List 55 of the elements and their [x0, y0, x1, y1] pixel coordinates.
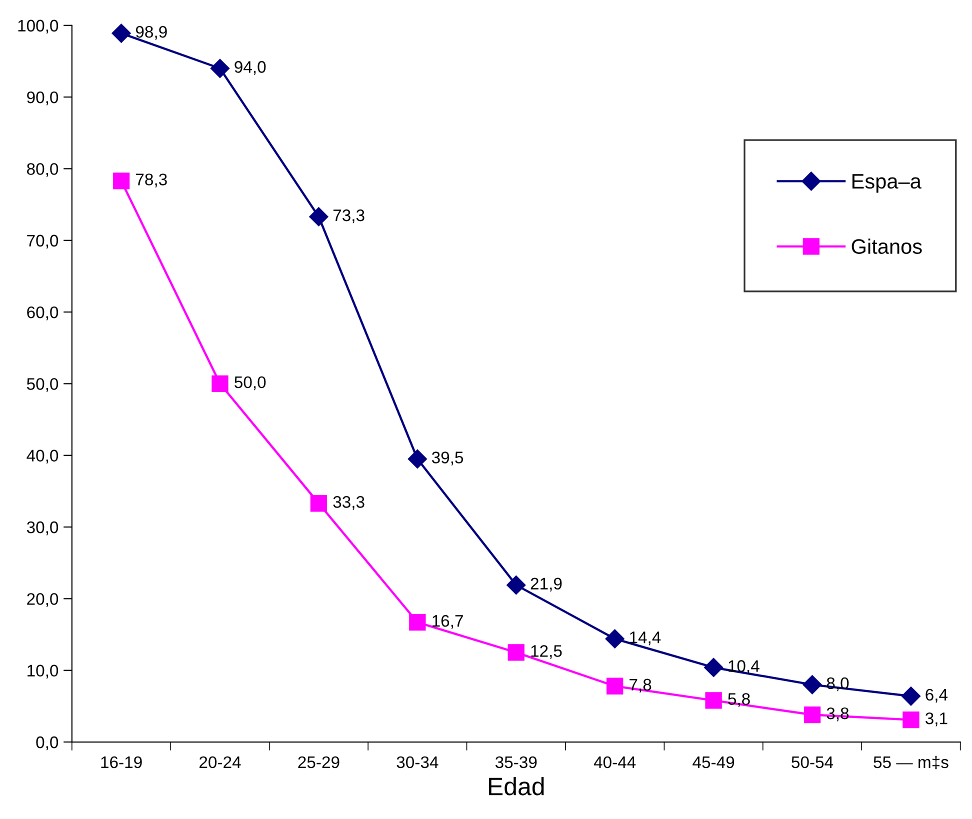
x-tick-label: 55 — m‡s [874, 756, 948, 770]
point [408, 449, 427, 468]
point [309, 207, 328, 226]
data-label: 6,4 [926, 688, 948, 703]
point [705, 692, 722, 709]
data-label: 21,9 [530, 578, 562, 592]
y-tick-label: 100,0 [18, 20, 58, 34]
point [804, 706, 821, 724]
data-label: 73,3 [333, 209, 364, 224]
point [409, 614, 426, 631]
y-tick-label: 70,0 [27, 234, 58, 249]
point [112, 172, 130, 190]
x-tick-label: 45-49 [692, 756, 734, 768]
data-label: 3,1 [926, 712, 948, 726]
x-tick-label: 25-29 [298, 756, 340, 768]
y-tick-label: 10,0 [28, 664, 58, 679]
data-label: 16,7 [432, 615, 463, 629]
y-tick-label: 30,0 [26, 521, 58, 536]
point [310, 495, 328, 512]
point [902, 711, 920, 728]
point [508, 644, 524, 661]
point [704, 658, 724, 678]
data-label: 39,5 [432, 452, 464, 466]
x-tick-label: 20-24 [200, 756, 241, 768]
data-label: 10,4 [728, 660, 760, 674]
y-tick-label: 80,0 [27, 163, 58, 177]
y-tick-label: 0,0 [36, 736, 58, 750]
data-label: 98,9 [136, 26, 167, 40]
point [901, 686, 921, 706]
legend-label: Gitanos [852, 238, 922, 254]
y-tick-label: 90,0 [27, 91, 58, 106]
data-label: 14,4 [630, 632, 661, 646]
point [210, 58, 230, 78]
x-tick-label: 16-19 [101, 756, 142, 768]
x-tick-label: 30-34 [396, 756, 438, 768]
x-tick-label: 40-44 [594, 756, 636, 768]
point [506, 576, 526, 595]
point [112, 24, 131, 43]
x-tick-label: 50-54 [792, 756, 834, 768]
y-tick-label: 60,0 [27, 306, 58, 320]
x-axis-title: Edad [488, 776, 544, 796]
x-tick-label: 35-39 [495, 756, 537, 768]
legend-label: Espa–a [852, 174, 922, 193]
point [212, 375, 228, 392]
y-tick-label: 50,0 [26, 378, 58, 392]
point [606, 678, 624, 694]
point [605, 629, 624, 648]
data-label: 94,0 [234, 61, 266, 75]
data-label: 50,0 [234, 376, 266, 390]
y-tick-label: 40,0 [26, 450, 58, 464]
data-label: 78,3 [136, 174, 167, 188]
data-label: 12,5 [531, 645, 562, 659]
data-label: 33,3 [333, 496, 364, 510]
y-tick-label: 20,0 [27, 593, 58, 607]
point [802, 675, 822, 694]
